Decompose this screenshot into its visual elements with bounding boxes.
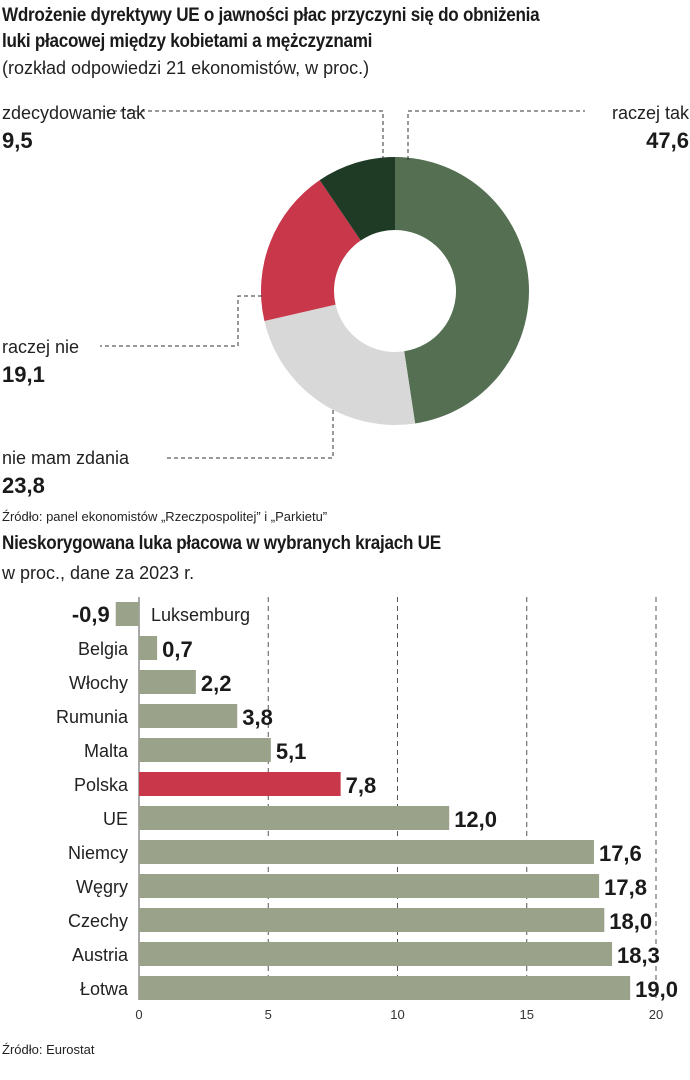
- donut-value-raczej-nie: 19,1: [2, 362, 45, 387]
- donut-chart: raczej tak 47,6 nie mam zdania 23,8 raczej n…: [2, 103, 690, 498]
- chart1-title-line1: Wdrożenie dyrektywy UE o jawności płac p…: [2, 5, 540, 26]
- bar-label-ue: UE: [103, 809, 128, 829]
- bar-ue: [139, 806, 450, 830]
- chart2-title: Nieskorygowana luka płacowa w wybranych …: [2, 533, 441, 554]
- donut-label-raczej-tak: raczej tak: [612, 103, 690, 123]
- bar-value-malta: 5,1: [276, 739, 307, 764]
- donut-slice-zdecydowanie-tak: [319, 157, 395, 241]
- bar-label-wegry: Węgry: [76, 877, 128, 897]
- bar-value-wlochy: 2,2: [201, 671, 232, 696]
- bar-value-austria: 18,3: [617, 943, 660, 968]
- bar-value-polska: 7,8: [346, 773, 377, 798]
- chart2-source: Źródło: Eurostat: [2, 1042, 95, 1057]
- bar-malta: [139, 738, 271, 762]
- bar-wlochy: [139, 670, 196, 694]
- bar-label-belgia: Belgia: [78, 639, 129, 659]
- bar-label-wlochy: Włochy: [69, 673, 128, 693]
- chart1-title-line2: luki płacowej między kobietami a mężczyz…: [2, 31, 373, 52]
- bar-value-niemcy: 17,6: [599, 841, 642, 866]
- bar-wegry: [139, 874, 600, 898]
- x-tick-label-15: 15: [520, 1007, 534, 1022]
- leader-line-raczej-tak: [407, 110, 585, 160]
- donut-label-zdecydowanie-tak: zdecydowanie tak: [2, 103, 146, 123]
- bar-value-rumunia: 3,8: [242, 705, 273, 730]
- bar-label-niemcy: Niemcy: [68, 843, 128, 863]
- x-tick-label-10: 10: [390, 1007, 404, 1022]
- bar-label-luksemburg: Luksemburg: [151, 605, 250, 625]
- bar-polska: [139, 772, 341, 796]
- bar-value-wegry: 17,8: [604, 875, 647, 900]
- donut-value-nie-mam-zdania: 23,8: [2, 473, 45, 498]
- bar-label-czechy: Czechy: [68, 911, 128, 931]
- bar-rumunia: [139, 704, 238, 728]
- bar-belgia: [139, 636, 158, 660]
- chart1-source: Źródło: panel ekonomistów „Rzeczpospolit…: [2, 509, 328, 524]
- bar-value-belgia: 0,7: [162, 637, 193, 662]
- bar-value-ue: 12,0: [454, 807, 497, 832]
- donut-label-nie-mam-zdania: nie mam zdania: [2, 448, 130, 468]
- donut-label-raczej-nie: raczej nie: [2, 337, 79, 357]
- bar-value-luksemburg: -0,9: [72, 602, 110, 627]
- bar-value-lotwa: 19,0: [635, 977, 678, 1002]
- bar-niemcy: [139, 840, 594, 864]
- bar-austria: [139, 942, 613, 966]
- bar-lotwa: [139, 976, 631, 1000]
- donut-slice-raczej-tak: [395, 157, 529, 424]
- bar-label-malta: Malta: [84, 741, 129, 761]
- chart2-subtitle: w proc., dane za 2023 r.: [2, 563, 195, 583]
- leader-line-nie-mam-zdania: [166, 410, 334, 459]
- donut-value-raczej-tak: 47,6: [646, 128, 689, 153]
- donut-slice-nie-mam-zdania: [264, 304, 416, 425]
- bar-label-polska: Polska: [74, 775, 129, 795]
- bar-value-czechy: 18,0: [609, 909, 652, 934]
- bar-label-lotwa: Łotwa: [80, 979, 129, 999]
- donut-slice-raczej-nie: [261, 180, 361, 322]
- x-tick-label-20: 20: [649, 1007, 663, 1022]
- bar-czechy: [139, 908, 605, 932]
- leader-line-raczej-nie: [100, 295, 262, 347]
- donut-value-zdecydowanie-tak: 9,5: [2, 128, 33, 153]
- bar-label-rumunia: Rumunia: [56, 707, 129, 727]
- x-tick-label-0: 0: [135, 1007, 142, 1022]
- leader-line-zdecydowanie-tak: [98, 110, 384, 160]
- bar-label-austria: Austria: [72, 945, 129, 965]
- bar-luksemburg: [115, 602, 139, 626]
- x-tick-label-5: 5: [265, 1007, 272, 1022]
- chart1-subtitle: (rozkład odpowiedzi 21 ekonomistów, w pr…: [2, 58, 370, 78]
